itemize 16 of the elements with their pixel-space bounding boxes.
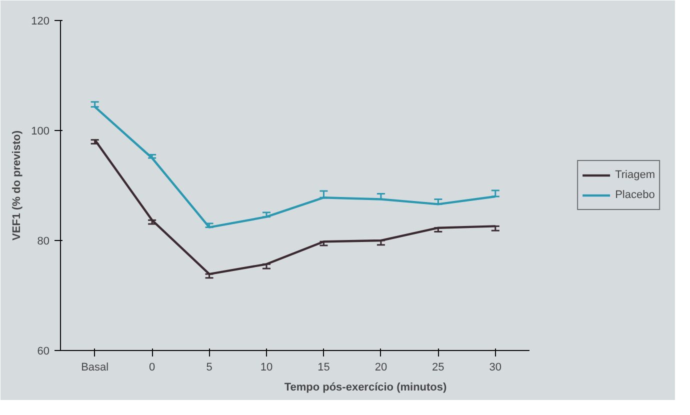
- legend-label: Triagem: [615, 169, 655, 181]
- x-tick-label: 20: [374, 362, 388, 374]
- x-tick-label: 0: [149, 362, 156, 374]
- y-tick-label: 100: [31, 126, 50, 138]
- x-tick-label: 15: [318, 362, 330, 374]
- x-tick-label: 30: [489, 362, 502, 374]
- x-tick-label: 25: [432, 362, 444, 374]
- y-tick-label: 60: [37, 346, 50, 358]
- legend-label: Placebo: [615, 189, 655, 201]
- y-tick-label: 120: [31, 16, 50, 28]
- x-axis-title: Tempo pós-exercício (minutos): [284, 382, 448, 394]
- x-tick-label: Basal: [81, 362, 109, 374]
- x-tick-label: 5: [206, 362, 212, 374]
- y-axis-title: VEF1 (% do previsto): [11, 130, 24, 241]
- y-tick-label: 80: [37, 236, 50, 248]
- x-tick-label: 10: [260, 362, 273, 374]
